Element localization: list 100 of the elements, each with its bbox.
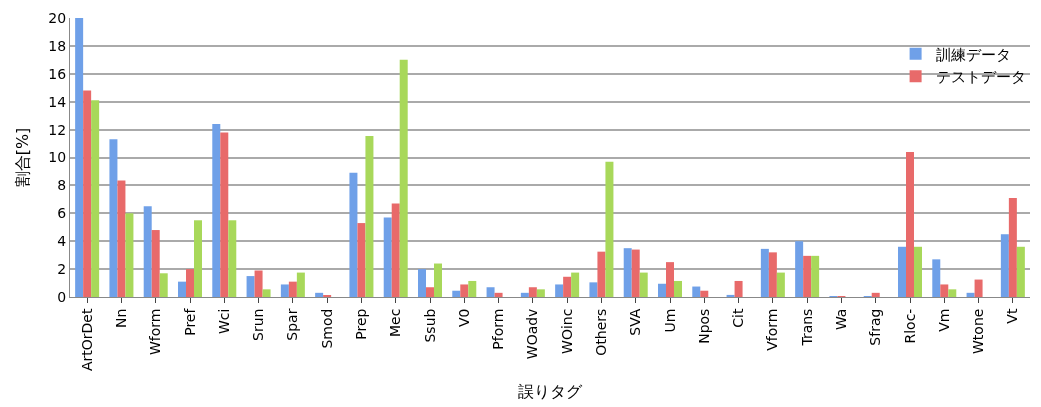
bar — [631, 249, 640, 297]
bar — [383, 217, 392, 297]
bar — [468, 280, 477, 297]
bar — [349, 172, 358, 297]
bar — [726, 294, 735, 297]
legend-label: テストデータ — [935, 68, 1026, 87]
bar — [418, 269, 426, 297]
y-tick-label: 0 — [57, 288, 67, 305]
x-tick-label: Wtone — [970, 308, 987, 354]
bar — [571, 272, 580, 297]
y-tick-label: 4 — [57, 233, 67, 250]
y-tick-label: 12 — [48, 121, 67, 138]
bar — [220, 132, 229, 297]
y-tick-label: 6 — [57, 205, 67, 222]
bar — [700, 290, 709, 297]
x-tick-label: V0 — [455, 308, 472, 328]
legend-label: 訓練データ — [935, 45, 1011, 64]
x-tick-label: Spar — [284, 308, 301, 341]
x-tick-label: Others — [592, 308, 609, 356]
x-tick-label: Trans — [798, 308, 815, 347]
bar — [940, 284, 949, 297]
bar — [460, 284, 469, 297]
bar — [288, 281, 297, 297]
bar — [262, 289, 271, 297]
x-tick-label: Wform — [147, 308, 164, 356]
x-tick-label: Rloc- — [901, 308, 918, 344]
bar — [906, 151, 914, 297]
x-tick-label: Wa — [832, 308, 849, 331]
x-tick-label: Mec — [387, 308, 404, 337]
x-tick-label: Wci — [215, 308, 232, 335]
x-tick-label: SVA — [627, 308, 644, 336]
bar — [563, 276, 572, 297]
bar — [391, 203, 400, 297]
bar — [795, 241, 804, 297]
bar — [528, 287, 537, 297]
bar — [760, 248, 769, 297]
bar — [426, 287, 434, 297]
bar — [178, 281, 186, 297]
bar — [734, 280, 743, 297]
bar — [966, 292, 975, 297]
bar — [75, 18, 84, 297]
bar — [494, 292, 503, 297]
y-tick-label: 14 — [48, 93, 67, 110]
bar — [254, 270, 263, 297]
y-axis-title: 割合[%] — [13, 127, 33, 188]
bar — [871, 292, 880, 297]
bar — [1008, 197, 1017, 297]
bar — [898, 246, 906, 297]
bar — [151, 230, 160, 297]
bar — [399, 59, 408, 297]
x-tick-label: Sfrag — [867, 308, 884, 346]
bar — [357, 223, 366, 297]
y-tick-label: 20 — [48, 9, 67, 26]
bar — [125, 213, 134, 297]
bar — [228, 220, 237, 297]
bar — [91, 100, 100, 297]
bar — [315, 292, 324, 297]
bar — [932, 259, 941, 297]
bar — [520, 292, 529, 297]
bar — [692, 286, 701, 297]
bar — [666, 262, 674, 297]
bar — [109, 139, 118, 297]
x-tick-label: Npos — [695, 308, 712, 344]
bar — [186, 269, 194, 297]
bar — [1000, 234, 1009, 297]
x-tick-label: WOinc — [558, 308, 575, 354]
bar — [674, 280, 682, 297]
x-tick-label: WOadv — [524, 308, 541, 360]
x-tick-label: Um — [661, 308, 678, 333]
x-tick-label: Vt — [1004, 308, 1021, 324]
bar — [1016, 246, 1025, 297]
bar — [212, 124, 221, 297]
bar — [776, 272, 785, 297]
bar — [159, 273, 168, 297]
bar — [296, 272, 305, 297]
x-tick-label: Prep — [352, 308, 369, 340]
x-tick-label: Srun — [250, 308, 267, 341]
bar — [768, 252, 777, 297]
bar — [486, 287, 495, 297]
x-tick-label: ArtOrDet — [78, 308, 95, 372]
bar — [914, 246, 922, 297]
bar — [246, 276, 255, 297]
bar — [811, 255, 820, 297]
y-tick-label: 10 — [48, 149, 67, 166]
bar — [974, 279, 983, 297]
bar — [605, 161, 614, 297]
x-axis-title: 誤りタグ — [518, 381, 583, 401]
bar — [365, 135, 374, 297]
bar — [143, 206, 152, 297]
bar — [803, 255, 812, 297]
x-tick-label: Pref — [181, 307, 198, 336]
bar — [434, 263, 442, 297]
bar — [639, 272, 648, 297]
x-tick-label: Vform — [764, 308, 781, 351]
x-tick-label: Ssub — [421, 308, 438, 343]
bar — [117, 180, 126, 297]
bar — [194, 220, 202, 297]
bar — [597, 251, 606, 297]
y-tick-label: 18 — [48, 37, 67, 54]
x-tick-label: Vm — [935, 308, 952, 332]
